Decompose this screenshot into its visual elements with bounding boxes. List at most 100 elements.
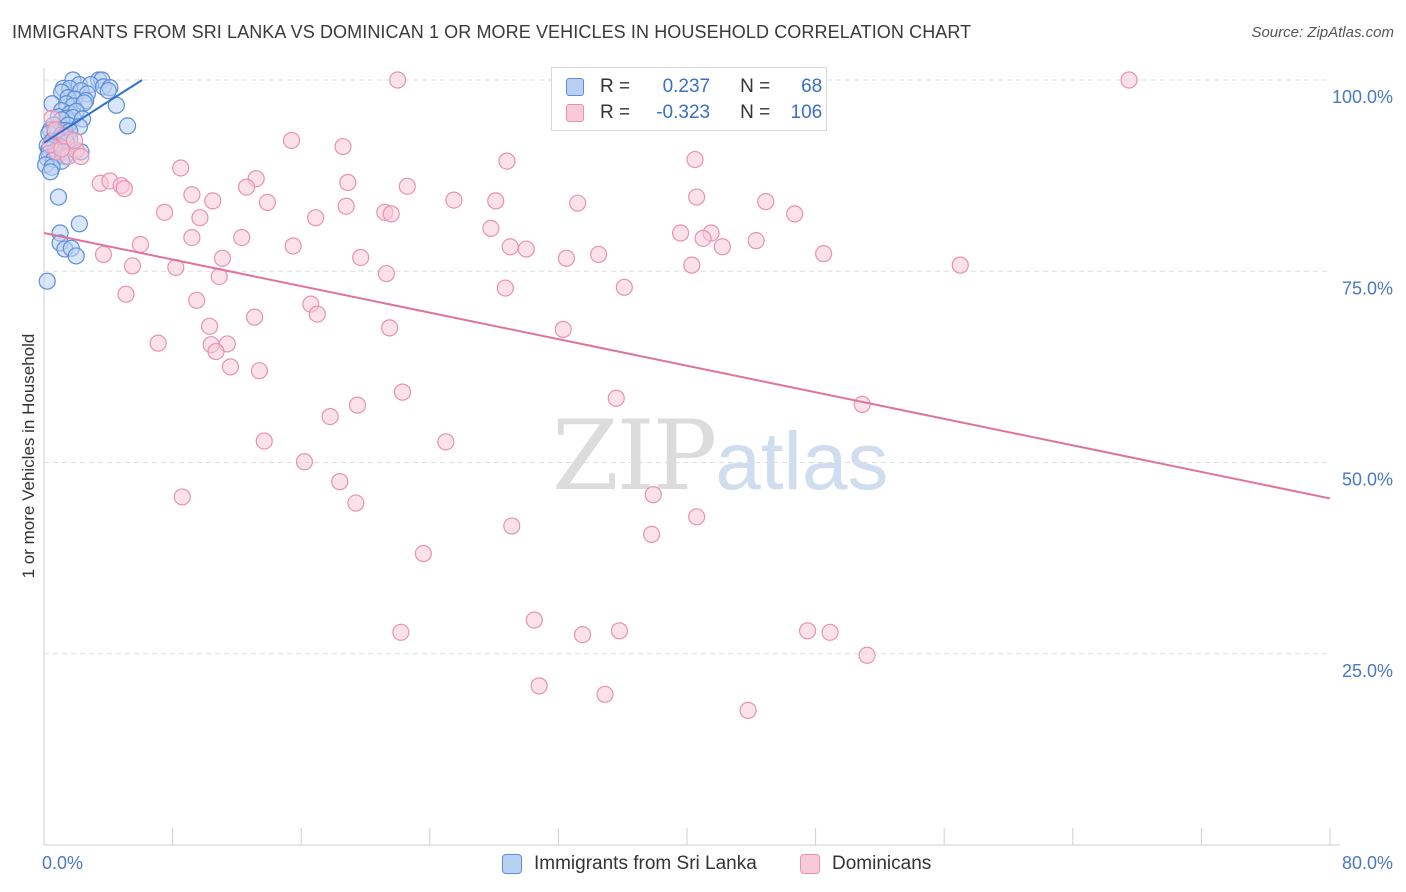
y-tick-label: 75.0% [1342, 278, 1393, 298]
point-dominican [530, 677, 548, 695]
y-tick-label: 100.0% [1332, 87, 1393, 107]
x-tick-label-min: 0.0% [42, 853, 83, 873]
point-dominican [398, 177, 416, 195]
legend-n-value: 106 [790, 102, 823, 123]
trend-line-dominicans [43, 232, 1331, 500]
point-dominican [188, 291, 206, 309]
point-dominican [183, 186, 201, 204]
point-dominican [347, 494, 365, 512]
source-label: Source: ZipAtlas.com [1251, 24, 1394, 41]
point-dominican [445, 191, 463, 209]
point-dominican [393, 383, 412, 401]
point-dominican [683, 256, 701, 274]
point-dominican [237, 178, 256, 196]
point-dominican [183, 228, 201, 247]
point-dominican [258, 193, 277, 211]
point-dominican [671, 224, 690, 242]
point-dominican [149, 334, 167, 352]
point-dominican [115, 180, 133, 198]
bottom-legend-label: Dominicans [832, 853, 932, 874]
point-dominican [207, 342, 225, 361]
point-sri-lanka [118, 117, 137, 135]
point-dominican [131, 235, 150, 254]
point-dominican [307, 209, 325, 227]
legend-n-label: N = [740, 76, 771, 97]
point-dominican [321, 408, 339, 426]
point-dominican [747, 232, 765, 250]
bottom-legend-swatch-pink [800, 854, 820, 874]
chart-title: IMMIGRANTS FROM SRI LANKA VS DOMINICAN 1… [12, 22, 972, 42]
point-dominican [786, 205, 804, 223]
point-sri-lanka [67, 247, 85, 265]
point-dominican [688, 508, 706, 526]
point-dominican [308, 305, 326, 323]
point-dominican [172, 159, 190, 177]
point-dominican [569, 194, 587, 212]
series-dominicans-points [41, 71, 1138, 719]
point-dominican [334, 137, 352, 156]
watermark-atlas: atlas [715, 416, 889, 507]
point-dominican [200, 317, 219, 335]
bottom-legend-dominicans: Dominicans [800, 852, 931, 876]
watermark: ZIPatlas [552, 400, 888, 512]
point-sri-lanka [70, 215, 88, 233]
point-sri-lanka [38, 272, 56, 290]
point-dominican [123, 257, 142, 275]
legend-n-value: 68 [801, 76, 823, 97]
point-dominican [821, 623, 839, 641]
point-dominican [815, 245, 833, 263]
y-tick-label: 25.0% [1342, 661, 1393, 681]
point-dominican [498, 152, 516, 170]
point-dominican [389, 71, 407, 89]
y-axis-label: 1 or more Vehicles in Household [19, 334, 38, 579]
point-dominican [951, 256, 969, 274]
legend-swatch-pink [566, 104, 584, 122]
point-dominican [245, 308, 264, 326]
point-dominican [573, 626, 592, 644]
stats-legend: R = 0.237 N = 68 R = -0.323 N = 106 [551, 67, 827, 131]
point-dominican [688, 188, 706, 206]
point-dominican [233, 228, 251, 247]
point-dominican [173, 488, 191, 506]
point-dominican [414, 544, 432, 563]
point-dominican [694, 229, 712, 247]
legend-row-dominicans: R = -0.323 N = 106 [566, 100, 822, 126]
point-dominican [392, 623, 410, 641]
watermark-zip: ZIP [552, 400, 717, 512]
legend-r-label: R = [600, 102, 631, 123]
point-dominican [757, 193, 775, 211]
point-dominican [1120, 71, 1138, 89]
point-dominican [337, 197, 355, 215]
point-sri-lanka [99, 82, 117, 100]
point-dominican [487, 192, 505, 210]
legend-swatch-blue [566, 78, 584, 96]
point-dominican [377, 264, 395, 283]
point-dominican [331, 473, 349, 491]
point-dominican [643, 525, 661, 544]
point-dominican [525, 611, 543, 629]
point-dominican [501, 238, 519, 256]
bottom-legend-swatch-blue [502, 854, 522, 874]
bottom-legend-label: Immigrants from Sri Lanka [534, 853, 757, 874]
point-dominican [496, 279, 514, 297]
point-dominican [503, 517, 521, 535]
point-dominican [437, 433, 455, 451]
bottom-legend-sri-lanka: Immigrants from Sri Lanka [502, 852, 757, 876]
legend-r-label: R = [600, 76, 631, 97]
point-dominican [858, 646, 876, 664]
point-dominican [557, 249, 576, 267]
legend-r-value: -0.323 [656, 102, 711, 123]
y-tick-label: 50.0% [1342, 470, 1393, 490]
trend-lines [43, 79, 1331, 500]
point-dominican [686, 150, 704, 169]
legend-row-sri-lanka: R = 0.237 N = 68 [566, 74, 822, 100]
trend-line-sri-lanka [43, 79, 143, 144]
point-dominican [853, 395, 871, 413]
point-dominican [382, 205, 400, 223]
point-dominican [554, 320, 572, 338]
point-sri-lanka [41, 163, 60, 181]
point-dominican [381, 319, 399, 337]
point-dominican [117, 285, 135, 303]
point-dominican [348, 396, 367, 414]
